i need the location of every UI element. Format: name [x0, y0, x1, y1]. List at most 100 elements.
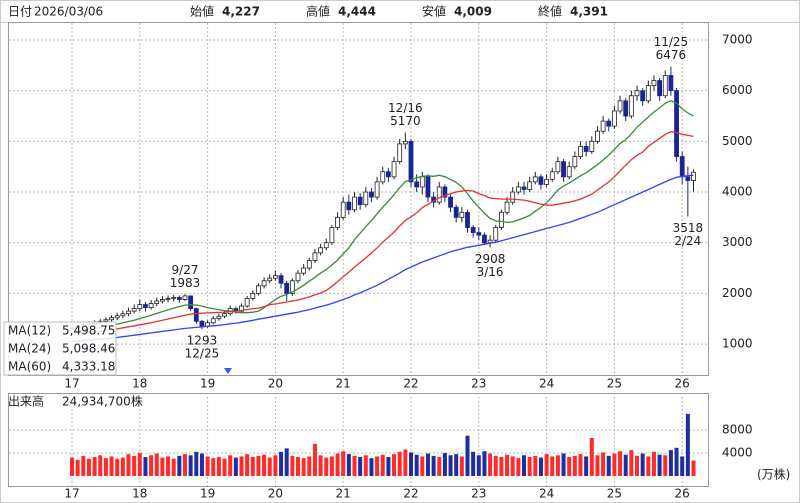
x-tick-label: 19 — [200, 377, 215, 391]
volume-bar — [505, 454, 510, 476]
candle-body — [578, 146, 583, 157]
volume-bar — [273, 455, 278, 476]
candle-body — [510, 191, 516, 203]
candle-body — [515, 186, 521, 193]
candle-body — [645, 85, 651, 102]
volume-bar — [522, 455, 526, 476]
candle-body — [419, 176, 425, 188]
volume-bar — [578, 454, 583, 476]
volume-bar — [527, 457, 532, 476]
volume-bar — [120, 457, 125, 476]
candle-body — [114, 315, 120, 319]
volume-bar — [177, 455, 182, 476]
volume-title-box — [9, 394, 149, 409]
volume-bar — [651, 451, 656, 476]
volume-bar — [657, 454, 662, 476]
volume-bar — [555, 455, 560, 476]
volume-bar — [589, 438, 594, 476]
volume-bar — [137, 452, 142, 476]
volume-bar — [420, 456, 425, 476]
candle-body — [470, 227, 476, 233]
y-tick-label: 4000 — [722, 445, 753, 459]
candle-body — [385, 171, 391, 178]
volume-bar — [194, 451, 199, 476]
volume-bar — [81, 455, 86, 476]
candle-body — [188, 295, 194, 310]
volume-bar — [109, 456, 114, 476]
volume-bar — [629, 450, 634, 476]
volume-bar — [392, 454, 397, 476]
volume-bar — [126, 454, 131, 476]
volume-bar — [674, 447, 679, 476]
volume-bar — [544, 454, 549, 476]
candle-body — [199, 320, 205, 327]
volume-bar — [98, 455, 103, 476]
candle-body — [544, 178, 549, 185]
x-tick-label: 18 — [132, 377, 147, 391]
candle-body — [210, 318, 216, 324]
candle-body — [532, 176, 538, 183]
volume-bar — [606, 455, 611, 476]
annotation-date: 11/25 — [654, 35, 689, 49]
x-tick-label: 19 — [200, 487, 215, 501]
annotation-value: 5170 — [390, 114, 421, 128]
legend-value: 5,098.46 — [62, 342, 115, 356]
candle-body — [493, 227, 499, 241]
event-marker — [224, 368, 232, 374]
header-value: 4,009 — [454, 5, 492, 19]
volume-bar — [245, 454, 250, 476]
candle-body — [595, 130, 600, 142]
annotation-value: 1293 — [187, 334, 218, 348]
candle-body — [109, 317, 114, 321]
volume-bar — [595, 455, 600, 476]
volume-bar — [448, 455, 453, 476]
candle-body — [628, 95, 634, 117]
volume-bar — [324, 457, 329, 476]
candle-body — [391, 161, 397, 178]
candle-body — [623, 100, 629, 117]
candle-body — [634, 90, 640, 97]
volume-bar — [335, 453, 340, 476]
annotation-date: 12/25 — [185, 347, 220, 361]
candle-body — [600, 120, 606, 132]
x-tick-label: 25 — [607, 377, 622, 391]
candle-body — [651, 80, 657, 87]
legend-name: MA(60) — [8, 360, 51, 374]
volume-bar — [70, 457, 74, 476]
legend-name: MA(24) — [8, 342, 51, 356]
volume-bar — [442, 452, 447, 476]
header-label: 終値 — [538, 4, 562, 19]
volume-bar — [476, 455, 481, 476]
y-tick-label: 2000 — [722, 286, 753, 300]
candle-body — [640, 90, 646, 102]
grid-layer — [9, 23, 708, 486]
header-label: 日付 — [8, 5, 32, 19]
volume-bar — [86, 458, 91, 476]
header-value: 4,391 — [570, 5, 608, 19]
volume-title: 出来高 — [8, 394, 44, 409]
volume-bar — [341, 451, 346, 476]
volume-bar — [533, 455, 538, 476]
volume-bar — [516, 458, 521, 476]
volume-bar — [75, 459, 80, 476]
candle-body — [589, 140, 595, 152]
volume-bar — [640, 453, 645, 476]
candle-body — [414, 181, 420, 188]
volume-unit: (万株) — [757, 467, 790, 482]
y-tick-label: 6000 — [722, 83, 753, 97]
annotation-date: 3/16 — [477, 265, 504, 279]
legend-box — [3, 321, 117, 376]
candle-body — [284, 282, 290, 294]
candle-body — [295, 272, 301, 282]
volume-bar — [171, 458, 176, 476]
moving-average-line — [71, 174, 694, 343]
volume-bar — [668, 450, 673, 476]
candle-body — [329, 227, 335, 244]
x-tick-label: 22 — [403, 377, 418, 391]
volume-bar — [307, 456, 312, 476]
y-tick-label: 5000 — [722, 134, 753, 148]
y-tick-label: 4000 — [722, 185, 753, 199]
volume-bar — [239, 456, 244, 476]
volume-bar — [250, 457, 255, 476]
